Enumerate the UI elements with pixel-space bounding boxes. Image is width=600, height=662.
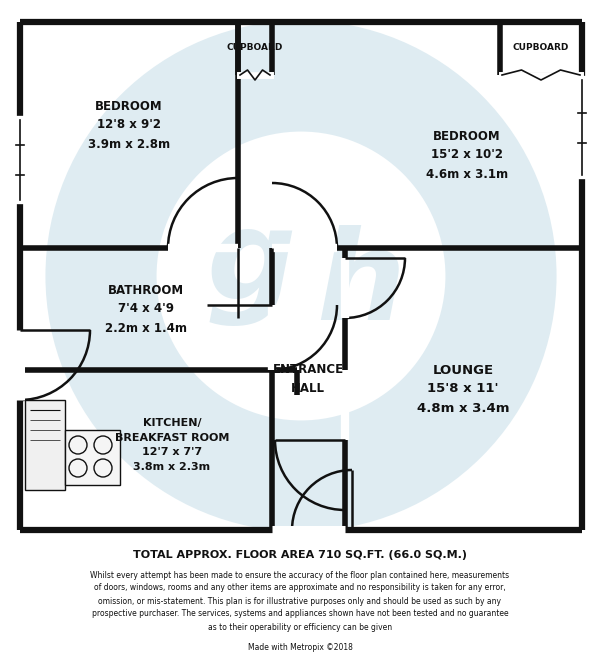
Text: ENTRANCE
HALL: ENTRANCE HALL bbox=[272, 363, 344, 395]
Text: BATHROOM
7'4 x 4'9
2.2m x 1.4m: BATHROOM 7'4 x 4'9 2.2m x 1.4m bbox=[105, 283, 187, 334]
Text: as to their operability or efficiency can be given: as to their operability or efficiency ca… bbox=[208, 622, 392, 632]
Text: prospective purchaser. The services, systems and appliances shown have not been : prospective purchaser. The services, sys… bbox=[92, 610, 508, 618]
Text: g: g bbox=[206, 205, 296, 326]
Bar bbox=[20, 22, 582, 530]
Text: omission, or mis-statement. This plan is for illustrative purposes only and shou: omission, or mis-statement. This plan is… bbox=[98, 596, 502, 606]
Text: CUPBOARD: CUPBOARD bbox=[513, 42, 569, 52]
Text: TOTAL APPROX. FLOOR AREA 710 SQ.FT. (66.0 SQ.M.): TOTAL APPROX. FLOOR AREA 710 SQ.FT. (66.… bbox=[133, 550, 467, 560]
Bar bbox=[25, 400, 65, 490]
Text: Made with Metropix ©2018: Made with Metropix ©2018 bbox=[248, 643, 352, 653]
Text: BEDROOM
12'8 x 9'2
3.9m x 2.8m: BEDROOM 12'8 x 9'2 3.9m x 2.8m bbox=[88, 99, 170, 150]
Text: KITCHEN/
BREAKFAST ROOM
12'7 x 7'7
3.8m x 2.3m: KITCHEN/ BREAKFAST ROOM 12'7 x 7'7 3.8m … bbox=[115, 418, 229, 472]
Text: Whilst every attempt has been made to ensure the accuracy of the floor plan cont: Whilst every attempt has been made to en… bbox=[91, 571, 509, 579]
Text: LOUNGE
15'8 x 11'
4.8m x 3.4m: LOUNGE 15'8 x 11' 4.8m x 3.4m bbox=[417, 363, 509, 414]
Text: CUPBOARD: CUPBOARD bbox=[227, 42, 283, 52]
Text: BEDROOM
15'2 x 10'2
4.6m x 3.1m: BEDROOM 15'2 x 10'2 4.6m x 3.1m bbox=[426, 130, 508, 181]
Text: h: h bbox=[317, 226, 406, 346]
Bar bbox=[65, 430, 120, 485]
Text: of doors, windows, rooms and any other items are approximate and no responsibili: of doors, windows, rooms and any other i… bbox=[94, 583, 506, 592]
